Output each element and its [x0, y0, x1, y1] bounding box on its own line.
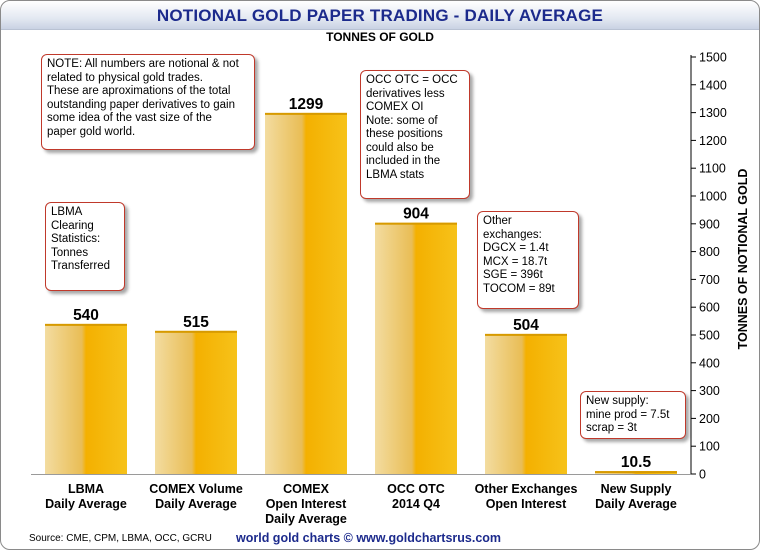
y-tick-label: 800 — [699, 245, 720, 259]
note-line: These are aproximations of the total — [47, 85, 231, 97]
note-line: mine prod = 7.5t — [586, 408, 670, 421]
y-tick-label: 1500 — [699, 51, 727, 65]
x-axis-labels: LBMA Daily Average COMEX Volume Daily Avera… — [45, 482, 677, 526]
note-line: Tonnes — [51, 246, 89, 259]
bar-value-label: 515 — [183, 314, 209, 331]
y-tick-label: 900 — [699, 217, 720, 231]
x-category-label: COMEX Open Interest Daily Average — [265, 482, 347, 526]
bar-value-label: 904 — [403, 206, 429, 223]
bar-top-edge — [155, 330, 237, 333]
y-tick-label: 1200 — [699, 134, 727, 148]
y-tick-label: 300 — [699, 384, 720, 398]
note-line: Transferred — [51, 260, 111, 272]
note-line: New supply: — [586, 395, 649, 407]
bar-top-edge — [375, 222, 457, 225]
note-line: MCX = 18.7t — [483, 255, 548, 268]
y-tick-label: 1300 — [699, 106, 727, 120]
y-tick-label: 1400 — [699, 78, 727, 92]
note-line: OCC OTC = OCC — [366, 74, 458, 86]
note-line: included in the — [366, 155, 441, 167]
bar — [375, 222, 457, 474]
note-line: paper gold world. — [47, 125, 136, 138]
bar-top-edge — [45, 323, 127, 326]
source-text: Source: CME, CPM, LBMA, OCC, GCRU — [29, 533, 212, 544]
chart-subtitle: TONNES OF GOLD — [326, 30, 434, 44]
bar-top-edge — [595, 471, 677, 474]
bar — [485, 333, 567, 474]
note-line: Other — [483, 215, 512, 227]
y-tick-label: 200 — [699, 412, 720, 426]
note-line: LBMA — [51, 206, 83, 218]
note-line: related to physical gold trades. — [47, 71, 203, 84]
bar-top-edge — [485, 333, 567, 336]
x-category-label: New Supply Daily Average — [595, 482, 677, 511]
note-line: could also be — [366, 141, 434, 154]
y-axis-title: TONNES OF NOTIONAL GOLD — [736, 168, 750, 350]
bar-value-label: 10.5 — [621, 454, 652, 471]
y-tick-label: 700 — [699, 273, 720, 287]
note-line: some idea of the vast size of the — [47, 112, 212, 124]
y-tick-label: 1100 — [699, 162, 726, 176]
bar-value-label: 540 — [73, 307, 99, 324]
disclaimer-note: NOTE: All numbers are notional & not rela… — [41, 54, 255, 150]
credit-text: world gold charts © www.goldchartsrus.co… — [236, 531, 502, 545]
x-category-label: LBMA Daily Average — [45, 482, 127, 511]
y-tick-label: 100 — [699, 440, 720, 454]
bars: 540 515 1299 904 504 10.5 — [45, 96, 677, 475]
lbma-note: LBMA Clearing Statistics: Tonnes Transferred — [45, 202, 125, 291]
occ-otc-note: OCC OTC = OCC derivatives less COMEX OI Not… — [360, 70, 470, 199]
note-line: outstanding paper derivatives to gain — [47, 98, 235, 111]
note-line: Clearing — [51, 219, 94, 232]
note-line: COMEX OI — [366, 101, 424, 113]
note-line: SGE = 396t — [483, 269, 543, 281]
title-bar — [1, 1, 759, 30]
y-axis: 0 100 200 300 400 500 600 700 800 900 1000 1100 1200… — [31, 51, 727, 482]
note-line: Note: some of — [366, 114, 438, 127]
note-line: derivatives less — [366, 87, 445, 100]
y-tick-label: 400 — [699, 356, 720, 370]
note-line: scrap = 3t — [586, 422, 637, 434]
note-line: LBMA stats — [366, 168, 425, 181]
bar-value-label: 1299 — [289, 96, 324, 113]
bar-value-label: 504 — [513, 317, 539, 334]
bar — [155, 330, 237, 474]
note-line: Statistics: — [51, 233, 101, 245]
other-exchanges-note: Other exchanges: DGCX = 1.4t MCX = 18.7t SGE… — [477, 211, 579, 309]
bar — [45, 323, 127, 474]
x-category-label: OCC OTC 2014 Q4 — [387, 482, 445, 511]
note-line: NOTE: All numbers are notional & not — [47, 58, 239, 70]
new-supply-note: New supply: mine prod = 7.5t scrap = 3t — [580, 391, 686, 439]
chart-title: NOTIONAL GOLD PAPER TRADING - DAILY AVER… — [156, 6, 604, 25]
y-tick-label: 1000 — [699, 190, 727, 204]
x-category-label: COMEX Volume Daily Average — [149, 482, 243, 511]
note-line: exchanges: — [483, 228, 542, 241]
x-category-label: Other Exchanges Open Interest — [475, 482, 578, 511]
bar-top-edge — [265, 112, 347, 115]
y-tick-label: 600 — [699, 301, 720, 315]
y-tick-label: 500 — [699, 329, 720, 343]
note-line: TOCOM = 89t — [483, 282, 555, 295]
note-line: DGCX = 1.4t — [483, 242, 549, 254]
note-line: these positions — [366, 128, 443, 140]
bar — [265, 112, 347, 475]
y-tick-label: 0 — [699, 468, 706, 482]
